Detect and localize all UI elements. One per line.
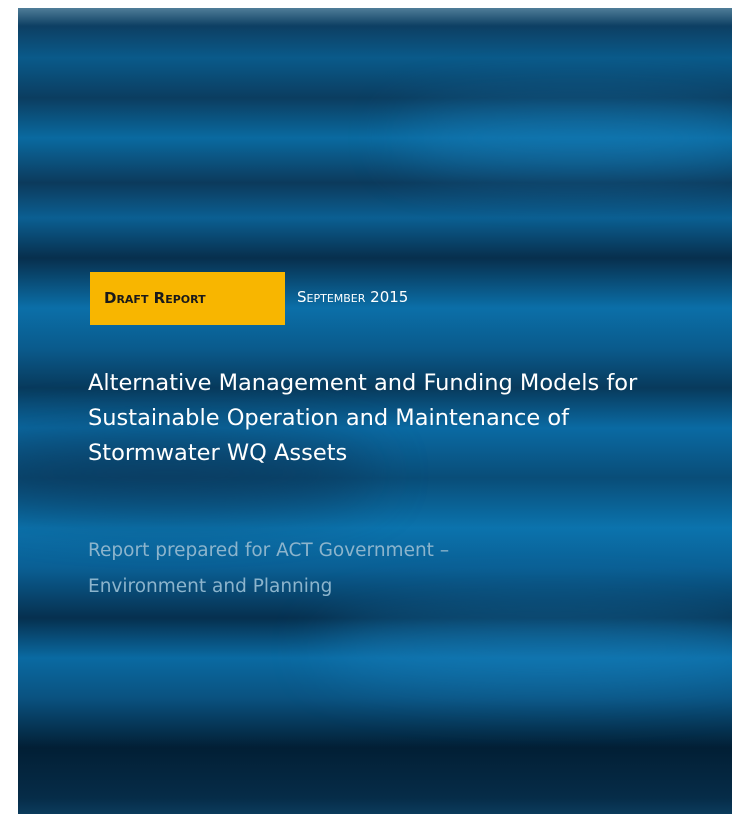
cover: Draft Report September 2015 Alternative … xyxy=(18,8,732,814)
title-line: Sustainable Operation and Maintenance of xyxy=(88,405,569,431)
background-glow xyxy=(318,608,732,688)
title-line: Stormwater WQ Assets xyxy=(88,440,347,466)
badge-box: Draft Report xyxy=(90,272,285,325)
title-line: Alternative Management and Funding Model… xyxy=(88,370,637,396)
subtitle-line: Environment and Planning xyxy=(88,576,332,597)
date: September 2015 xyxy=(297,288,408,306)
badge: Draft Report xyxy=(104,289,206,307)
background-glow xyxy=(398,108,732,168)
subtitle-line: Report prepared for ACT Government – xyxy=(88,540,449,561)
page: Draft Report September 2015 Alternative … xyxy=(0,0,732,814)
